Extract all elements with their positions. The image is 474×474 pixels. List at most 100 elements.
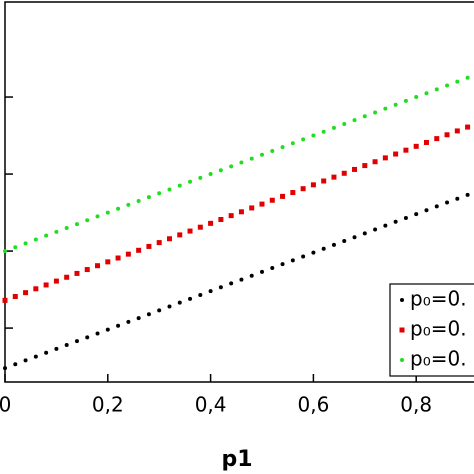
data-point (116, 323, 121, 328)
data-point (373, 110, 378, 115)
data-point (259, 201, 265, 207)
data-point (64, 274, 70, 280)
data-point (136, 247, 142, 253)
data-point (157, 308, 162, 313)
data-point (229, 164, 234, 169)
data-point (167, 304, 172, 309)
data-point (352, 235, 357, 240)
data-point (393, 151, 399, 157)
data-point (414, 95, 419, 100)
data-point (43, 282, 49, 288)
data-point (393, 219, 398, 224)
data-point (64, 225, 69, 230)
data-point (3, 249, 7, 254)
data-point (218, 285, 223, 290)
data-point (434, 87, 439, 92)
data-point (465, 124, 471, 130)
data-point (423, 139, 429, 145)
data-point (23, 241, 28, 246)
data-point (177, 300, 182, 305)
data-point (33, 286, 39, 292)
data-point (33, 354, 38, 359)
data-point (95, 263, 101, 269)
data-point (352, 166, 358, 172)
data-point (465, 75, 470, 80)
data-point (156, 240, 162, 246)
data-point (238, 209, 244, 215)
data-point (136, 316, 141, 321)
data-point (23, 290, 29, 296)
data-point (64, 343, 69, 348)
data-point (290, 258, 295, 263)
legend-marker (400, 298, 404, 302)
data-point (249, 273, 254, 278)
data-point (331, 125, 336, 130)
data-point (321, 178, 327, 184)
legend-marker (399, 327, 405, 333)
data-point (300, 186, 306, 192)
data-point (301, 137, 306, 142)
data-point (13, 362, 18, 367)
data-point (136, 199, 141, 204)
data-point (12, 294, 18, 300)
data-point (311, 250, 316, 255)
data-point (280, 193, 286, 199)
data-point (74, 339, 79, 344)
data-point (208, 220, 214, 226)
data-point (157, 191, 162, 196)
data-point (105, 259, 111, 265)
data-point (188, 296, 193, 301)
data-point (444, 132, 450, 138)
plot-frame (4, 1, 474, 383)
x-tick-label: 0,2 (92, 393, 124, 417)
data-point (187, 228, 193, 234)
data-point (465, 192, 470, 197)
data-point (413, 143, 419, 149)
data-point (2, 297, 8, 303)
x-tick-label: 0 (0, 393, 11, 417)
data-point (311, 133, 316, 138)
data-point (352, 118, 357, 123)
data-point (218, 216, 224, 222)
legend-box (389, 283, 474, 377)
x-tick-label: 0,8 (400, 393, 432, 417)
data-point (125, 251, 131, 257)
data-point (321, 246, 326, 251)
data-point (362, 231, 367, 236)
data-point (383, 223, 388, 228)
data-point (455, 196, 460, 201)
data-point (403, 98, 408, 103)
data-point (85, 218, 90, 223)
data-point (434, 204, 439, 209)
data-point (280, 262, 285, 267)
data-point (403, 147, 409, 153)
data-point (54, 229, 59, 234)
data-point (342, 121, 347, 126)
data-point (249, 156, 254, 161)
data-point (260, 269, 264, 274)
data-point (260, 152, 264, 157)
data-point (228, 213, 234, 219)
data-point (218, 168, 223, 173)
data-point (116, 206, 121, 211)
data-point (126, 319, 131, 324)
data-point (280, 145, 285, 150)
data-point (301, 254, 306, 259)
data-point (126, 202, 131, 207)
data-point (270, 148, 275, 153)
data-point (198, 175, 203, 180)
data-point (115, 255, 121, 261)
data-point (146, 195, 151, 200)
data-point (434, 136, 440, 142)
data-point (198, 292, 203, 297)
data-point (445, 83, 450, 88)
data-point (166, 236, 172, 242)
data-point (74, 222, 79, 227)
data-point (331, 174, 337, 180)
data-point (455, 79, 460, 84)
data-point (177, 183, 182, 188)
data-point (33, 237, 38, 242)
data-point (23, 358, 28, 363)
data-point (53, 278, 59, 284)
